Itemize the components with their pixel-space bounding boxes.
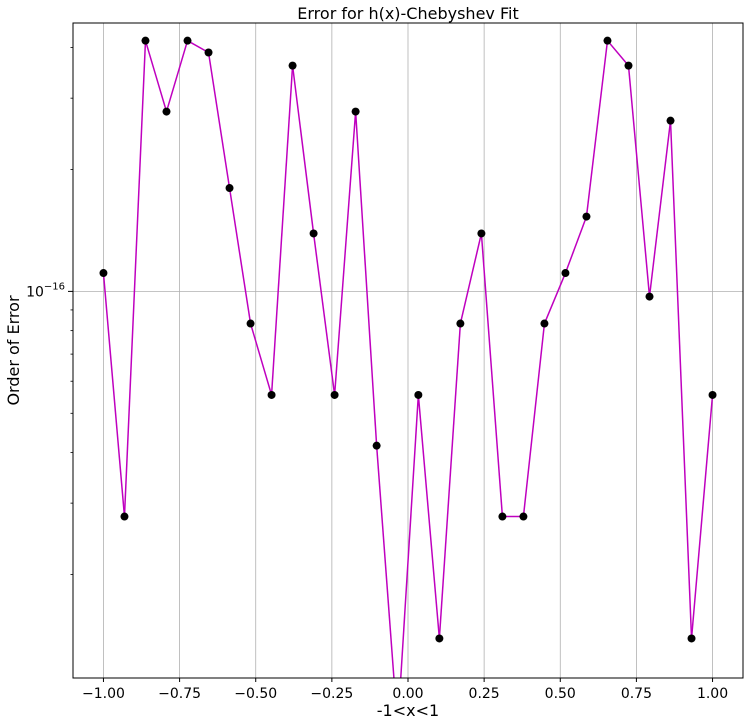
grid xyxy=(73,23,743,678)
data-point xyxy=(519,512,528,521)
series-segment xyxy=(165,40,189,112)
series-segment xyxy=(400,394,420,678)
data-point xyxy=(435,634,444,643)
series-segment xyxy=(207,52,231,189)
data-point xyxy=(477,229,486,238)
data-point xyxy=(309,229,318,238)
data-point xyxy=(99,269,108,278)
data-point xyxy=(645,292,654,301)
data-point xyxy=(330,390,339,399)
series-line xyxy=(99,36,717,678)
data-point xyxy=(183,36,192,45)
series-segment xyxy=(543,272,567,324)
series-segment xyxy=(333,111,357,395)
x-tick-label: 0.50 xyxy=(545,686,576,702)
data-point xyxy=(225,184,234,193)
series-segment xyxy=(123,40,147,517)
series-segment xyxy=(187,40,209,54)
data-point xyxy=(498,512,507,521)
x-tick-label: −0.75 xyxy=(158,686,201,702)
series-segment xyxy=(249,323,273,396)
data-point xyxy=(141,36,150,45)
series-segment xyxy=(564,216,588,274)
series-segment xyxy=(228,187,252,324)
data-point xyxy=(267,390,276,399)
data-point xyxy=(561,269,570,278)
series-segment xyxy=(522,323,546,517)
series-segment xyxy=(417,394,441,639)
data-point xyxy=(351,107,360,116)
x-tick-label: 0.00 xyxy=(392,686,423,702)
series-segment xyxy=(648,120,672,297)
data-point xyxy=(624,61,633,70)
y-tick-label: 10−16 xyxy=(26,281,65,300)
data-point xyxy=(666,116,675,125)
series-segment xyxy=(669,120,693,639)
series-segment xyxy=(291,65,315,234)
data-point xyxy=(540,319,549,328)
data-point xyxy=(288,61,297,70)
data-point xyxy=(708,390,717,399)
data-point xyxy=(603,36,612,45)
x-tick-label: −1.00 xyxy=(82,686,125,702)
series-segment xyxy=(102,272,126,517)
data-point xyxy=(162,107,171,116)
data-point xyxy=(414,390,423,399)
series-segment xyxy=(375,445,395,678)
series-segment xyxy=(606,40,630,67)
series-segment xyxy=(690,394,714,639)
series-segment xyxy=(585,40,609,217)
x-axis: −1.00 −0.75 −0.50 −0.25 0.00 0.25 0.50 0.75 1.00 xyxy=(82,678,728,702)
data-point xyxy=(372,441,381,450)
data-point xyxy=(246,319,255,328)
series-segment xyxy=(480,233,504,517)
series-segment xyxy=(144,40,168,112)
data-point xyxy=(204,48,213,57)
series-segment xyxy=(312,233,336,396)
x-tick-label: 0.75 xyxy=(621,686,652,702)
x-tick-label: 1.00 xyxy=(697,686,728,702)
y-axis: 10−16 xyxy=(26,47,73,575)
x-tick-label: 0.25 xyxy=(469,686,500,702)
x-axis-label: -1<x<1 xyxy=(377,701,439,720)
x-tick-label: −0.25 xyxy=(310,686,353,702)
series-segment xyxy=(354,111,378,446)
series-segment xyxy=(438,323,462,639)
series-segment xyxy=(627,65,651,297)
plot-area xyxy=(99,36,717,678)
chart-title: Error for h(x)-Chebyshev Fit xyxy=(297,4,518,23)
data-point xyxy=(582,212,591,221)
y-axis-label: Order of Error xyxy=(4,295,23,405)
series-segment xyxy=(270,65,294,395)
data-point xyxy=(687,634,696,643)
data-point xyxy=(456,319,465,328)
x-tick-label: −0.50 xyxy=(234,686,277,702)
series-segment xyxy=(459,233,483,324)
data-point xyxy=(120,512,129,521)
